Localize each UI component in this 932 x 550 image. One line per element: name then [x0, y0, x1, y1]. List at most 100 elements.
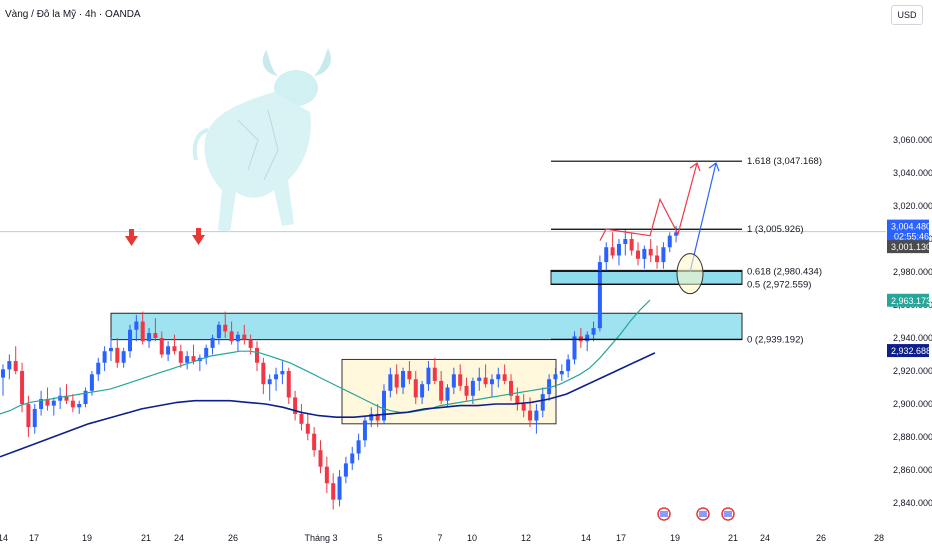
candle-body: [407, 371, 412, 380]
candle-body: [648, 248, 653, 256]
candle-body: [445, 387, 450, 401]
retest-circle-marker: [676, 253, 704, 295]
candle-body: [305, 423, 310, 434]
time-axis[interactable]: 14 17 19 21 24 26 Tháng 3 5 7 10 12 14 17 19 21 24 26 28: [0, 533, 884, 543]
candle-body: [293, 397, 298, 414]
candle-body: [489, 379, 494, 385]
time-tick-label: 17: [616, 533, 626, 543]
candle-body: [140, 321, 145, 342]
candles-layer: [1, 225, 679, 510]
candle-body: [185, 356, 190, 363]
down-arrow-marker-1: [125, 229, 138, 246]
candle-body: [172, 346, 177, 352]
candle-body: [413, 379, 418, 398]
time-tick-label: 14: [581, 533, 591, 543]
candle-body: [553, 374, 558, 380]
candle-body: [153, 333, 158, 338]
candle-body: [191, 356, 196, 362]
price-axis[interactable]: 2,840.000 2,860.000 2,880.000 2,900.000 2,92…: [893, 135, 932, 508]
time-tick-label: 14: [0, 533, 8, 543]
candle-body: [420, 384, 425, 398]
candle-body: [566, 359, 571, 371]
candle-body: [483, 377, 488, 385]
us-event-flag-3: [721, 507, 735, 521]
candle-body: [655, 255, 660, 263]
time-tick-label: 24: [760, 533, 770, 543]
candle-body: [509, 380, 513, 396]
candle-body: [521, 404, 526, 411]
candle-body: [331, 483, 336, 500]
demand-zone: [550, 269, 743, 285]
bull-illustration: [192, 48, 331, 232]
candle-body: [636, 250, 640, 259]
candle-body: [229, 331, 234, 342]
candle-body: [39, 399, 44, 409]
candle-body: [623, 239, 628, 244]
candle-body: [350, 453, 355, 464]
candle-body: [426, 367, 431, 385]
candle-body: [1, 369, 5, 378]
price-tick-label: 2,840.000: [893, 498, 932, 508]
candle-body: [267, 379, 272, 385]
candle-body: [534, 410, 539, 421]
price-tag-label: 3,001.130: [891, 242, 931, 252]
candle-body: [299, 413, 304, 424]
candle-body: [559, 371, 564, 375]
candle-body: [439, 380, 444, 401]
time-tick-label: 12: [521, 533, 531, 543]
price-tag-label: 2,963.173: [891, 296, 931, 306]
time-tick-label: 21: [728, 533, 738, 543]
chart-title: Vàng / Đô la Mỹ · 4h · OANDA: [5, 9, 141, 20]
candle-body: [394, 374, 399, 388]
candle-body: [464, 385, 469, 396]
candle-body: [255, 347, 259, 363]
candle-body: [20, 371, 25, 404]
candle-body: [7, 361, 12, 370]
candle-body: [147, 333, 152, 342]
current-price-value: 3,004.480: [891, 222, 931, 232]
candle-body: [115, 347, 120, 363]
fib-level-label: 0.5 (2,972.559): [747, 279, 811, 290]
candle-body: [362, 420, 367, 441]
candle-body: [432, 367, 437, 381]
candle-body: [280, 371, 285, 375]
candle-body: [45, 399, 50, 406]
candle-body: [77, 404, 82, 408]
currency-button[interactable]: USD: [891, 5, 923, 25]
time-tick-label: 26: [228, 533, 238, 543]
bar-countdown: 02:55:46: [894, 232, 929, 242]
ema-slow-line: [0, 352, 656, 458]
projection-blue-path: [689, 162, 717, 273]
projection-red-path: [599, 162, 698, 241]
price-tick-label: 2,980.000: [893, 267, 932, 277]
candle-body: [51, 400, 56, 406]
candle-body: [121, 351, 126, 363]
price-tag: [887, 240, 929, 254]
candle-body: [343, 463, 348, 477]
candle-body: [178, 351, 183, 363]
candle-body: [369, 413, 374, 421]
price-tick-label: 2,860.000: [893, 465, 932, 475]
fibonacci-levels: 1.618 (3,047.168) 1 (3,005.926) 0.618 (2,9…: [551, 156, 822, 345]
candle-body: [496, 374, 501, 380]
candle-body: [248, 339, 253, 348]
candle-body: [70, 400, 75, 408]
candle-body: [610, 247, 615, 256]
projection-red-arrowhead: [689, 162, 701, 172]
down-arrow-marker-2: [192, 228, 205, 245]
candle-body: [286, 371, 291, 398]
time-tick-label: 24: [174, 533, 184, 543]
candle-body: [128, 329, 132, 352]
candle-body: [102, 351, 107, 363]
ema-fast-line: [0, 299, 651, 415]
price-tick-label: 3,040.000: [893, 168, 932, 178]
candle-body: [166, 346, 171, 355]
candle-body: [616, 243, 621, 256]
candle-body: [159, 338, 164, 355]
projection-blue-arrowhead: [708, 162, 720, 172]
us-event-flag-1: [657, 507, 671, 521]
candle-body: [661, 247, 666, 263]
candle-body: [274, 374, 279, 380]
candle-body: [585, 334, 590, 342]
